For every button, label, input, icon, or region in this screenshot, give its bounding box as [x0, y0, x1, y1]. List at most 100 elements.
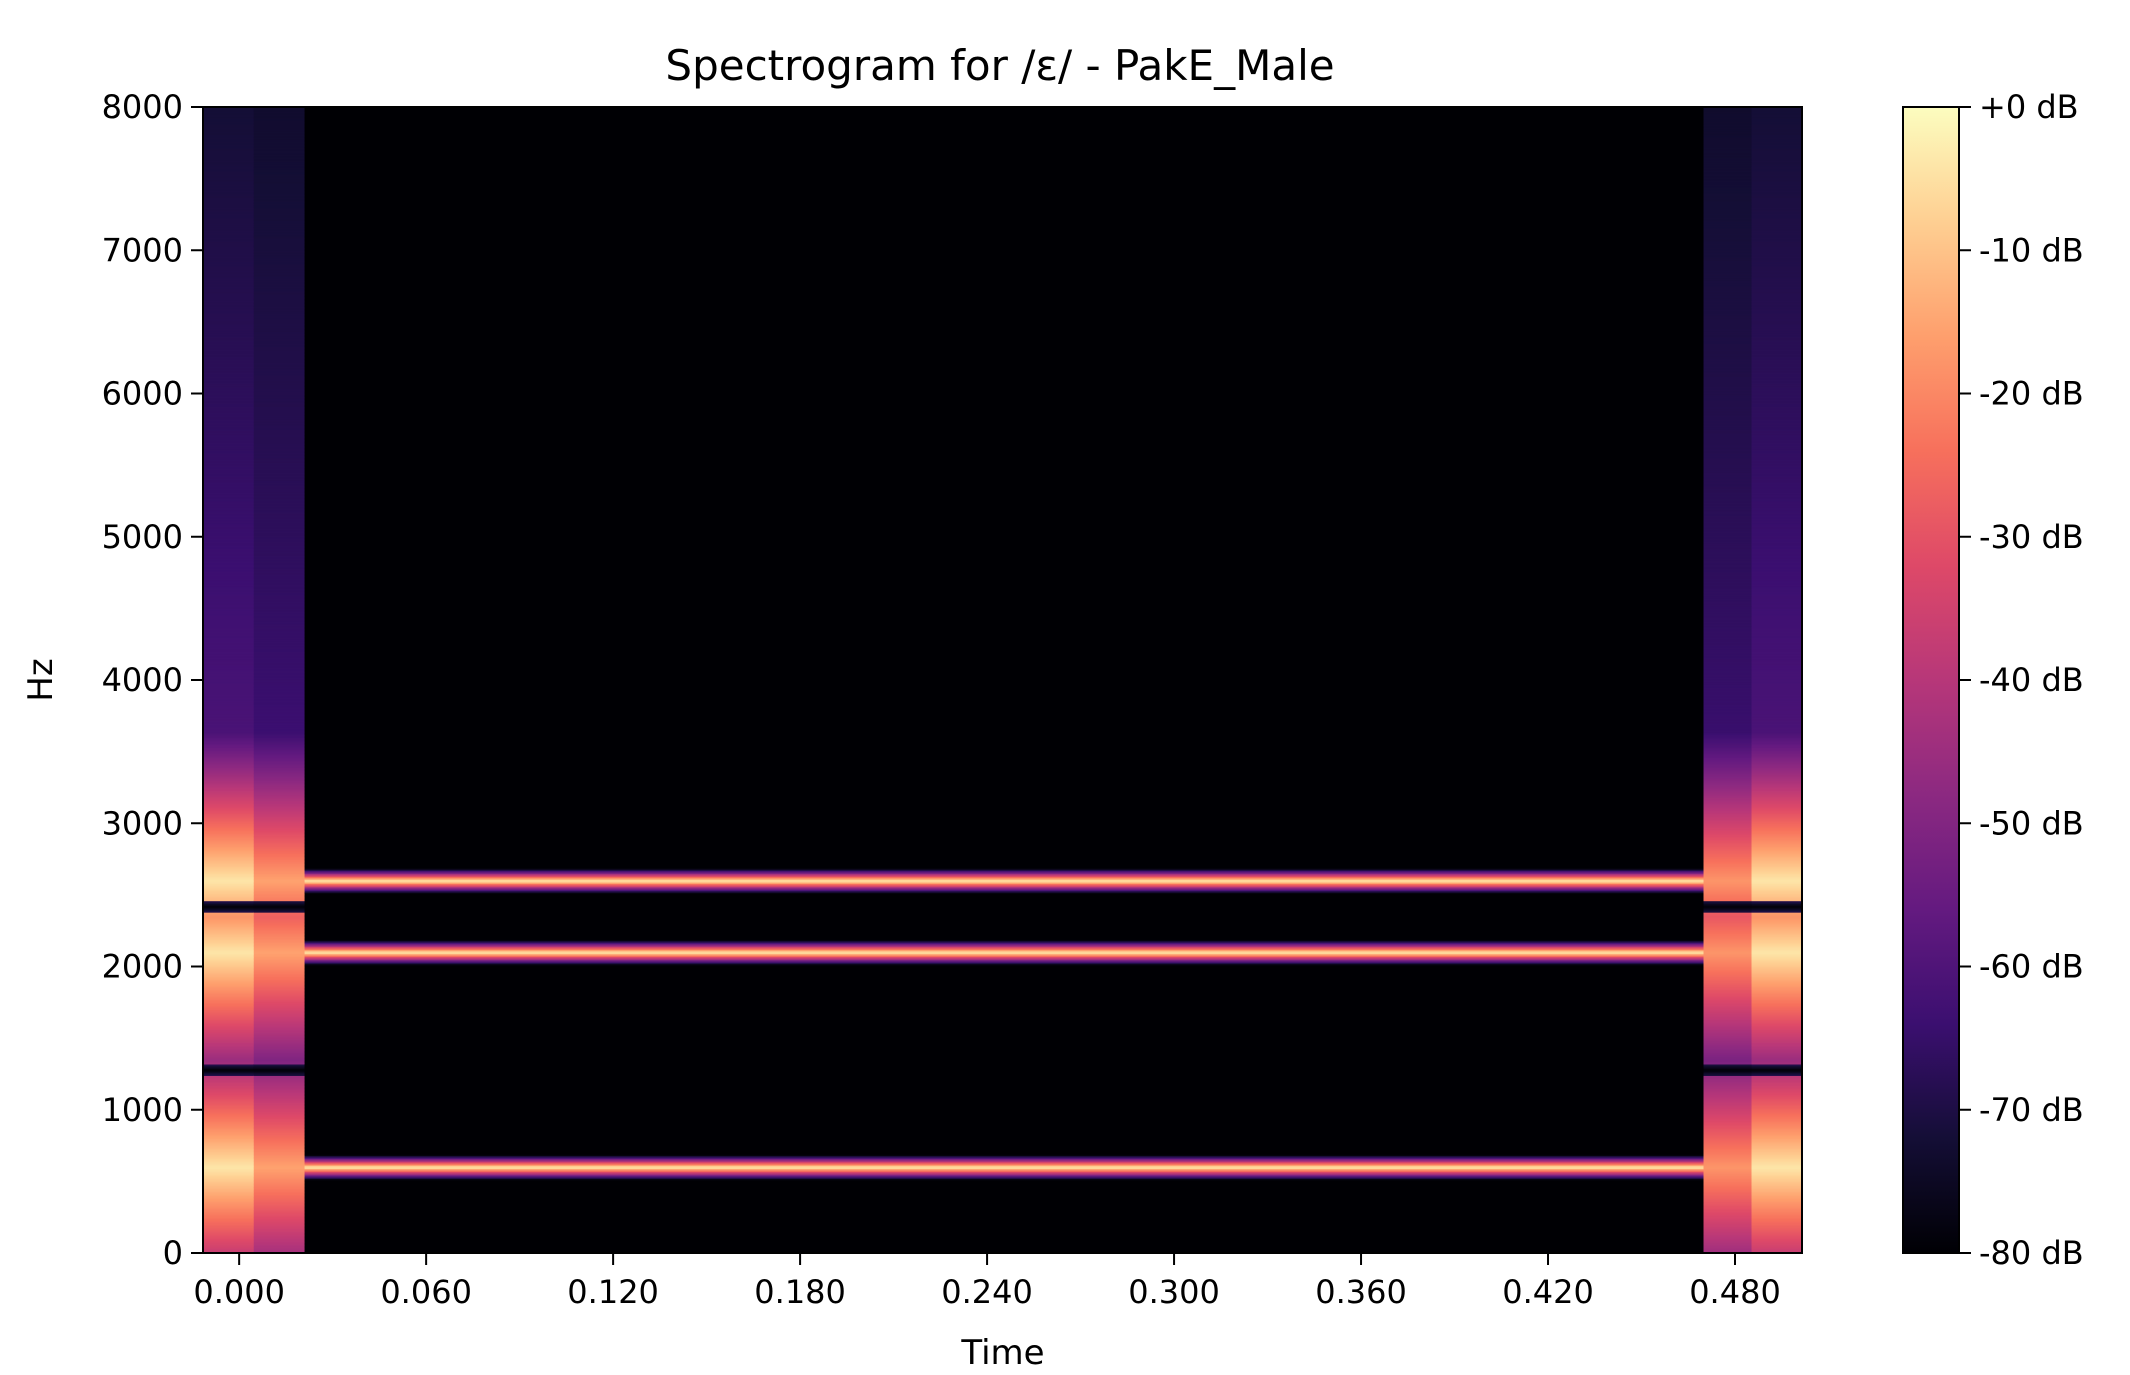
spectrogram-cell [253, 1191, 306, 1194]
spectrogram-cell [203, 622, 255, 625]
spectrogram-cell [203, 1022, 255, 1025]
spectrogram-cell [253, 147, 306, 150]
spectrogram-cell [203, 459, 255, 462]
spectrogram-cell [253, 244, 306, 247]
spectrogram-cell [1703, 598, 1753, 601]
spectrogram-cell [304, 889, 1705, 892]
spectrogram-cell [203, 998, 255, 1001]
spectrogram-cell [1751, 482, 1803, 485]
spectrogram-cell [253, 549, 306, 552]
spectrogram-cell [203, 1214, 255, 1217]
spectrogram-cell [1703, 549, 1753, 552]
spectrogram-cell [253, 1198, 306, 1201]
spectrogram-cell [203, 500, 255, 503]
spectrogram-cell [253, 413, 306, 416]
spectrogram-cell [1703, 883, 1753, 886]
spectrogram-cell [304, 182, 1705, 185]
spectrogram-cell [304, 950, 1705, 953]
spectrogram-cell [1751, 966, 1803, 969]
spectrogram-cell [203, 1139, 255, 1142]
spectrogram-cell [203, 211, 255, 214]
spectrogram-cell [253, 542, 306, 545]
spectrogram-cell [1703, 131, 1753, 134]
spectrogram-cell [203, 730, 255, 733]
spectrogram-cell [1751, 178, 1803, 181]
spectrogram-cell [1703, 790, 1753, 793]
spectrogram-cell [1751, 493, 1803, 496]
spectrogram-cell [253, 1131, 306, 1134]
spectrogram-cell [304, 774, 1705, 777]
spectrogram-cell [203, 627, 255, 630]
spectrogram-cell [1703, 244, 1753, 247]
spectrogram-cell [1703, 818, 1753, 821]
spectrogram-cell [253, 818, 306, 821]
spectrogram-cell [304, 290, 1705, 293]
spectrogram-cell [1703, 907, 1753, 910]
spectrogram-cell [253, 568, 306, 571]
spectrogram-cell [1703, 1178, 1753, 1181]
spectrogram-cell [1703, 460, 1753, 463]
spectrogram-cell [1751, 787, 1803, 790]
spectrogram-cell [253, 1128, 306, 1131]
spectrogram-cell [304, 389, 1705, 392]
spectrogram-cell [203, 1237, 255, 1240]
spectrogram-cell [203, 255, 255, 259]
spectrogram-cell [1703, 639, 1753, 642]
spectrogram-cell [253, 559, 306, 562]
spectrogram-cell [203, 576, 255, 579]
spectrogram-cell [253, 682, 306, 685]
spectrogram-cell [253, 139, 306, 142]
spectrogram-cell [253, 1029, 306, 1032]
spectrogram-cell [203, 1083, 255, 1086]
spectrogram-cell [1751, 160, 1803, 163]
spectrogram-cell [1703, 1053, 1753, 1056]
spectrogram-cell [253, 541, 306, 544]
spectrogram-cell [253, 740, 306, 743]
spectrogram-cell [304, 1185, 1705, 1188]
spectrogram-cell [304, 652, 1705, 655]
spectrogram-cell [203, 1145, 255, 1148]
spectrogram-cell [253, 258, 306, 261]
spectrogram-cell [1703, 440, 1753, 443]
spectrogram-cell [304, 304, 1705, 307]
spectrogram-cell [1751, 934, 1803, 938]
spectrogram-cell [1703, 354, 1753, 357]
spectrogram-cell [203, 687, 255, 690]
spectrogram-cell [304, 717, 1705, 720]
spectrogram-cell [304, 976, 1705, 979]
spectrogram-cell [203, 403, 255, 406]
spectrogram-cell [253, 910, 306, 913]
spectrogram-cell [1703, 975, 1753, 978]
spectrogram-cell [1751, 357, 1803, 360]
spectrogram-cell [304, 412, 1705, 415]
spectrogram-cell [304, 319, 1705, 322]
spectrogram-cell [253, 245, 306, 248]
spectrogram-cell [1751, 960, 1803, 963]
spectrogram-cell [1751, 982, 1803, 985]
spectrogram-cell [304, 510, 1705, 513]
spectrogram-cell [1751, 929, 1803, 932]
spectrogram-cell [253, 174, 306, 177]
spectrogram-cell [1703, 1040, 1753, 1044]
spectrogram-cell [1751, 1164, 1803, 1167]
spectrogram-cell [1703, 1129, 1753, 1132]
spectrogram-cell [1703, 572, 1753, 575]
spectrogram-cell [304, 641, 1705, 644]
spectrogram-cell [203, 833, 255, 836]
spectrogram-cell [203, 475, 255, 478]
spectrogram-cell [203, 632, 255, 635]
spectrogram-cell [253, 175, 306, 178]
spectrogram-cell [1751, 233, 1803, 236]
spectrogram-cell [1703, 321, 1753, 324]
spectrogram-cell [1751, 906, 1803, 909]
spectrogram-cell [253, 913, 306, 916]
spectrogram-cell [253, 738, 306, 741]
spectrogram-cell [1703, 841, 1753, 844]
spectrogram-cell [203, 329, 255, 332]
spectrogram-cell [1751, 622, 1803, 625]
spectrogram-cell [253, 741, 306, 744]
spectrogram-cell [1703, 764, 1753, 767]
spectrogram-cell [253, 213, 306, 216]
spectrogram-cell [304, 399, 1705, 402]
spectrogram-cell [1751, 718, 1803, 721]
